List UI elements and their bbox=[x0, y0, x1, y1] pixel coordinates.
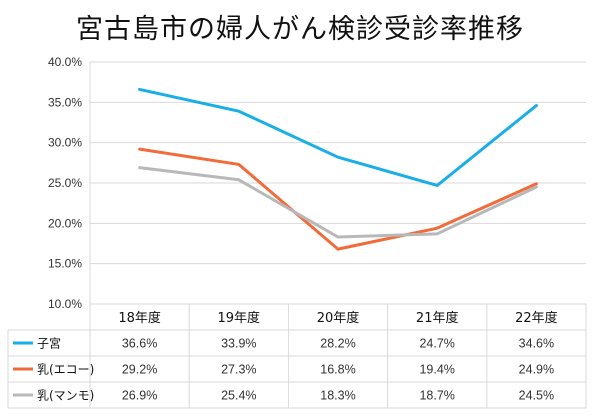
y-tick-label: 40.0% bbox=[48, 55, 82, 69]
data-label: 27.3% bbox=[221, 363, 256, 377]
data-label: 19.4% bbox=[419, 363, 454, 377]
data-label: 36.6% bbox=[122, 337, 157, 351]
data-label: 26.9% bbox=[122, 389, 157, 403]
legend-label: 乳(マンモ) bbox=[37, 389, 94, 403]
chart-title: 宮古島市の婦人がん検診受診率推移 bbox=[76, 14, 524, 45]
data-label: 29.2% bbox=[122, 363, 157, 377]
data-label: 16.8% bbox=[320, 363, 355, 377]
legend-label: 子宮 bbox=[37, 336, 61, 351]
data-label: 25.4% bbox=[221, 389, 256, 403]
x-category-label: 22年度 bbox=[515, 310, 558, 326]
y-tick-label: 25.0% bbox=[48, 176, 82, 190]
x-category-label: 20年度 bbox=[317, 310, 360, 326]
series-lines bbox=[138, 87, 538, 251]
y-axis: 10.0% 15.0% 20.0% 25.0% 30.0% 35.0% 40.0% bbox=[48, 55, 82, 311]
data-label: 34.6% bbox=[519, 337, 554, 351]
y-tick-label: 20.0% bbox=[48, 216, 82, 230]
x-category-label: 21年度 bbox=[416, 310, 459, 326]
series-line bbox=[138, 87, 538, 187]
y-tick-label: 10.0% bbox=[48, 297, 82, 311]
data-label: 24.7% bbox=[419, 337, 454, 351]
y-tick-label: 15.0% bbox=[48, 257, 82, 271]
series-line bbox=[138, 147, 538, 251]
x-category-label: 19年度 bbox=[218, 310, 261, 326]
data-label: 24.5% bbox=[519, 389, 554, 403]
data-label: 24.9% bbox=[519, 363, 554, 377]
data-label: 18.3% bbox=[320, 389, 355, 403]
data-label: 18.7% bbox=[419, 389, 454, 403]
y-tick-label: 35.0% bbox=[48, 95, 82, 109]
y-tick-label: 30.0% bbox=[48, 136, 82, 150]
legend-label: 乳(エコー) bbox=[37, 363, 94, 377]
x-category-label: 18年度 bbox=[118, 310, 161, 326]
grid bbox=[89, 61, 586, 305]
data-label: 28.2% bbox=[320, 337, 355, 351]
series-line bbox=[138, 166, 538, 239]
data-label: 33.9% bbox=[221, 337, 256, 351]
